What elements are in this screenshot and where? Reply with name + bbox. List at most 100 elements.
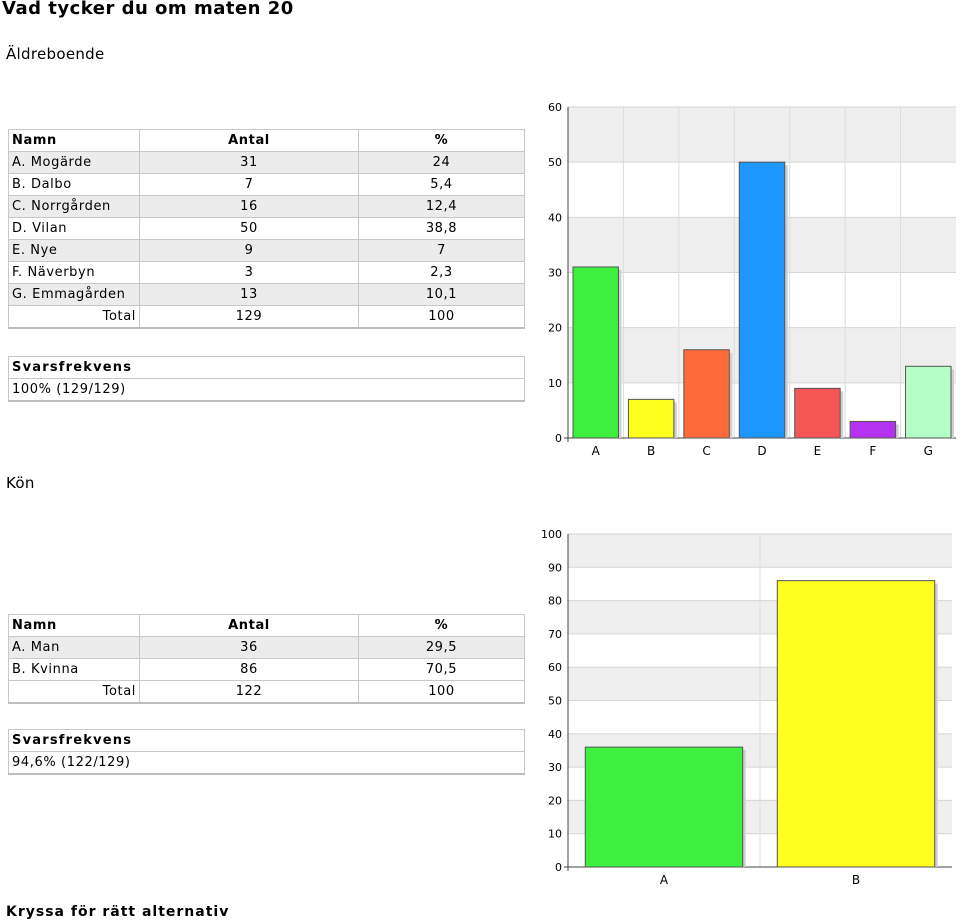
response-rate-label: Svarsfrekvens — [8, 356, 525, 379]
table-total-row: Total 122 100 — [8, 680, 525, 704]
y-tick-label: 40 — [548, 211, 562, 224]
table-row: A. Man 36 29,5 — [8, 636, 525, 659]
header-namn: Namn — [8, 129, 140, 152]
bar-b — [627, 398, 675, 439]
table-row: G. Emmagården 13 10,1 — [8, 283, 525, 306]
cell-percent: 7 — [358, 239, 525, 262]
y-tick-label: 20 — [548, 322, 562, 335]
table-total-row: Total 129 100 — [8, 305, 525, 329]
cell-namn: F. Näverbyn — [8, 261, 140, 284]
response-rate-table-aldreboende: Svarsfrekvens 100% (129/129) — [8, 356, 525, 402]
section-heading-kon: Kön — [6, 474, 35, 492]
y-tick-label: 90 — [548, 561, 562, 574]
cell-percent: 24 — [358, 151, 525, 174]
y-tick-label: 30 — [548, 267, 562, 280]
bar-chart-kon: 0 10 20 30 40 50 60 70 80 90 100 A B — [541, 528, 952, 887]
x-tick-label: D — [757, 444, 766, 458]
cell-antal: 31 — [139, 151, 359, 174]
x-tick-label: G — [924, 444, 933, 458]
results-table-aldreboende: Namn Antal % A. Mogärde 31 24 B. Dalbo 7… — [8, 129, 525, 329]
table-row: A. Mogärde 31 24 — [8, 151, 525, 174]
total-label: Total — [8, 680, 140, 704]
cell-antal: 86 — [139, 658, 359, 681]
table-row: D. Vilan 50 38,8 — [8, 217, 525, 240]
table-row: C. Norrgården 16 12,4 — [8, 195, 525, 218]
results-table-kon: Namn Antal % A. Man 36 29,5 B. Kvinna 86… — [8, 614, 525, 704]
response-rate-label: Svarsfrekvens — [8, 729, 525, 752]
bar-g — [905, 365, 952, 439]
y-tick-label: 50 — [548, 695, 562, 708]
y-tick-label: 60 — [548, 661, 562, 674]
response-rate-table-kon: Svarsfrekvens 94,6% (122/129) — [8, 729, 525, 775]
y-tick-label: 40 — [548, 728, 562, 741]
cell-percent: 29,5 — [358, 636, 525, 659]
cell-percent: 70,5 — [358, 658, 525, 681]
total-label: Total — [8, 305, 140, 329]
cell-namn: G. Emmagården — [8, 283, 140, 306]
table-row: F. Näverbyn 3 2,3 — [8, 261, 525, 284]
cell-namn: B. Dalbo — [8, 173, 140, 196]
cell-namn: A. Mogärde — [8, 151, 140, 174]
header-antal: Antal — [139, 614, 359, 637]
table-header-row: Namn Antal % — [8, 129, 525, 152]
bar-c — [683, 349, 730, 439]
bar-f — [849, 420, 897, 439]
bar-a — [584, 746, 744, 868]
total-percent: 100 — [358, 305, 525, 329]
cell-antal: 3 — [139, 261, 359, 284]
cell-antal: 7 — [139, 173, 359, 196]
cell-antal: 50 — [139, 217, 359, 240]
header-percent: % — [358, 129, 525, 152]
total-antal: 129 — [139, 305, 359, 329]
y-tick-label: 20 — [548, 794, 562, 807]
cell-percent: 38,8 — [358, 217, 525, 240]
x-tick-label: B — [852, 873, 860, 887]
cell-namn: C. Norrgården — [8, 195, 140, 218]
x-tick-label: A — [660, 873, 669, 887]
cell-percent: 2,3 — [358, 261, 525, 284]
y-tick-label: 0 — [555, 432, 562, 445]
y-tick-label: 10 — [548, 828, 562, 841]
header-antal: Antal — [139, 129, 359, 152]
y-tick-label: 30 — [548, 761, 562, 774]
y-tick-label: 10 — [548, 377, 562, 390]
table-row: B. Kvinna 86 70,5 — [8, 658, 525, 681]
cell-percent: 5,4 — [358, 173, 525, 196]
table-row: E. Nye 9 7 — [8, 239, 525, 262]
y-tick-label: 70 — [548, 628, 562, 641]
y-tick-label: 0 — [555, 861, 562, 874]
section-heading-aldreboende: Äldreboende — [6, 45, 105, 63]
cell-percent: 12,4 — [358, 195, 525, 218]
cell-namn: D. Vilan — [8, 217, 140, 240]
x-tick-label: B — [647, 444, 655, 458]
cell-namn: E. Nye — [8, 239, 140, 262]
cell-namn: B. Kvinna — [8, 658, 140, 681]
x-tick-label: F — [869, 444, 876, 458]
y-tick-label: 100 — [541, 528, 562, 541]
header-percent: % — [358, 614, 525, 637]
cell-antal: 13 — [139, 283, 359, 306]
bar-e — [794, 387, 841, 439]
bar-b — [776, 580, 936, 868]
cell-namn: A. Man — [8, 636, 140, 659]
cell-antal: 9 — [139, 239, 359, 262]
cell-percent: 10,1 — [358, 283, 525, 306]
total-antal: 122 — [139, 680, 359, 704]
bar-a — [572, 266, 619, 439]
y-tick-label: 50 — [548, 156, 562, 169]
bar-d — [738, 161, 786, 439]
response-rate-value: 94,6% (122/129) — [8, 751, 525, 775]
y-tick-label: 80 — [548, 595, 562, 608]
x-tick-label: A — [592, 444, 601, 458]
cell-antal: 16 — [139, 195, 359, 218]
header-namn: Namn — [8, 614, 140, 637]
response-rate-value: 100% (129/129) — [8, 378, 525, 402]
table-header-row: Namn Antal % — [8, 614, 525, 637]
y-tick-label: 60 — [548, 101, 562, 114]
cell-antal: 36 — [139, 636, 359, 659]
bar-chart-aldreboende: 0 10 20 30 40 50 60 A B C D E F G — [548, 101, 956, 458]
x-tick-label: C — [702, 444, 710, 458]
table-row: B. Dalbo 7 5,4 — [8, 173, 525, 196]
grid-band — [568, 107, 956, 163]
x-tick-label: E — [814, 444, 822, 458]
